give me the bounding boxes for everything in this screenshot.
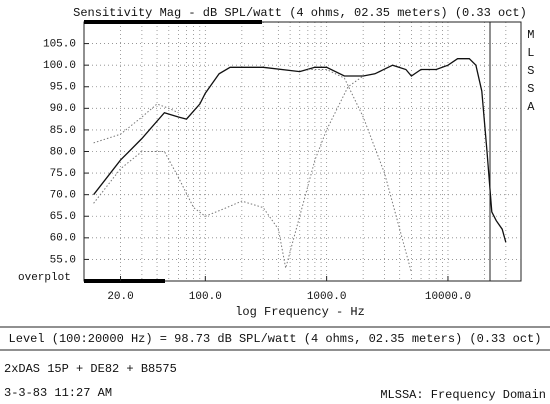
series-line [307, 69, 412, 273]
y-tick-label: 60.0 [50, 233, 76, 245]
y-tick-label: 90.0 [50, 103, 76, 115]
x-tick-label: 1000.0 [307, 291, 347, 303]
y-tick-label: 70.0 [50, 190, 76, 202]
series-line [93, 58, 507, 243]
x-tick-label: 100.0 [189, 291, 222, 303]
side-label: MLSSA [524, 28, 538, 118]
mode-text: MLSSA: Frequency Domain [380, 388, 546, 402]
y-tick-label: 75.0 [50, 168, 76, 180]
overplot-label: overplot [18, 272, 71, 284]
series-line [93, 75, 364, 269]
x-tick-label: 10000.0 [425, 291, 471, 303]
y-tick-label: 65.0 [50, 211, 76, 223]
y-tick-label: 105.0 [43, 38, 76, 50]
y-tick-label: 85.0 [50, 125, 76, 137]
y-tick-label: 55.0 [50, 254, 76, 266]
y-tick-label: 95.0 [50, 82, 76, 94]
chart-title: Sensitivity Mag - dB SPL/watt (4 ohms, 0… [73, 6, 527, 20]
x-tick-label: 20.0 [107, 291, 133, 303]
series-line [93, 103, 179, 144]
timestamp: 3-3-83 11:27 AM [4, 386, 112, 400]
level-text: Level (100:20000 Hz) = 98.73 dB SPL/watt… [9, 332, 542, 346]
y-tick-label: 80.0 [50, 146, 76, 158]
y-tick-label: 100.0 [43, 60, 76, 72]
x-axis-label: log Frequency - Hz [235, 305, 365, 319]
config-text: 2xDAS 15P + DE82 + B8575 [4, 362, 177, 376]
